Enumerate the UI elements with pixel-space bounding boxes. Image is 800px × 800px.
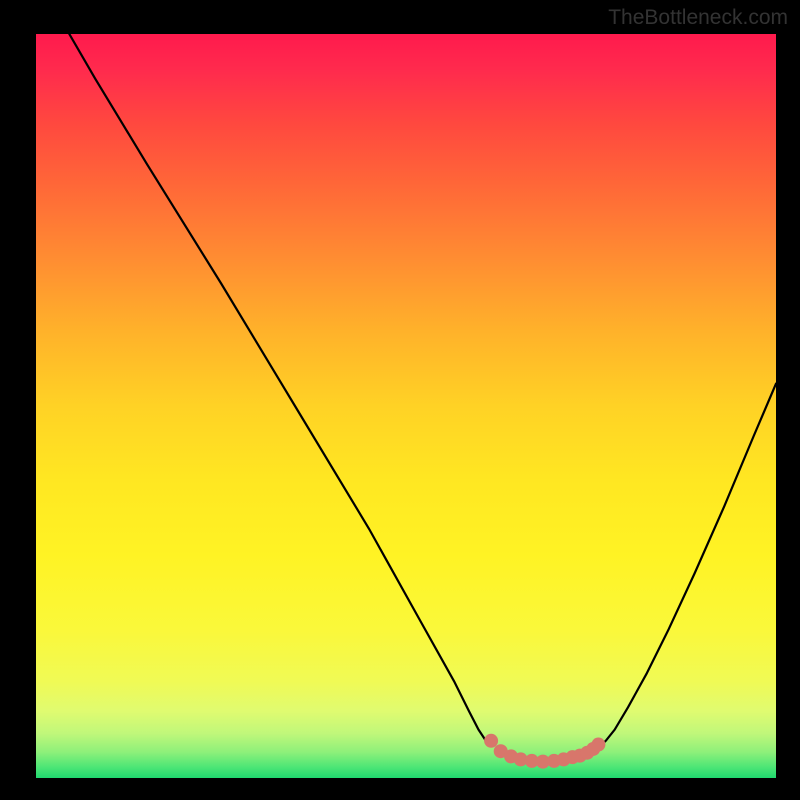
watermark-text: TheBottleneck.com [608, 6, 788, 30]
optimal-range-markers [36, 34, 776, 778]
optimal-marker [591, 738, 605, 752]
plot-area [36, 34, 776, 778]
optimal-marker [484, 734, 498, 748]
